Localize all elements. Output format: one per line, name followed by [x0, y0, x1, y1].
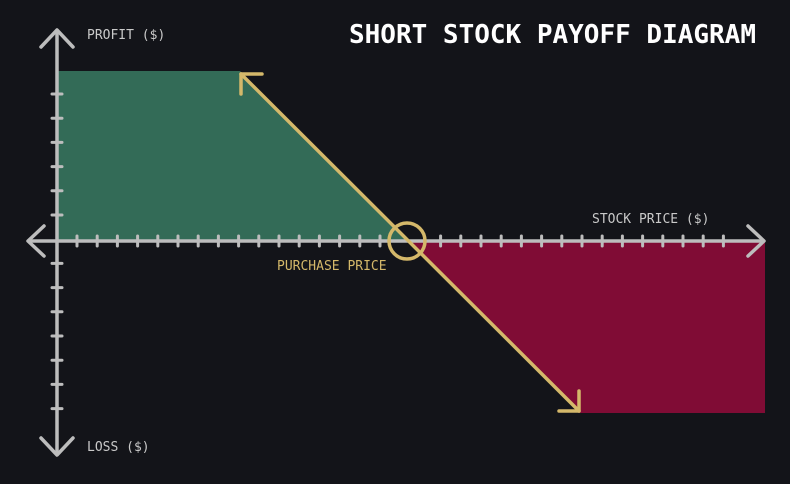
payoff-line [239, 72, 581, 413]
arrowhead-up-icon [39, 28, 75, 49]
payoff-line-group [239, 72, 581, 413]
breakeven-marker-icon [387, 221, 427, 261]
stock-price-axis-label: STOCK PRICE ($) [592, 212, 710, 227]
payoff-arrowhead-down-icon [557, 389, 581, 413]
loss-region [407, 241, 765, 413]
profit-axis-label: PROFIT ($) [87, 28, 166, 43]
axis-ticks [50, 92, 725, 411]
profit-region [57, 71, 407, 241]
loss-axis-label: LOSS ($) [87, 440, 150, 455]
purchase-price-label: PURCHASE PRICE [277, 259, 387, 274]
arrowhead-down-icon [39, 436, 75, 457]
payoff-arrowhead-up-icon [239, 72, 264, 96]
arrowhead-right-icon [746, 224, 766, 258]
diagram-title: SHORT STOCK PAYOFF DIAGRAM [349, 20, 756, 50]
arrowhead-left-icon [26, 224, 46, 258]
